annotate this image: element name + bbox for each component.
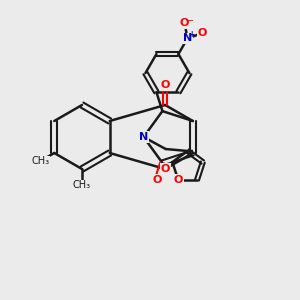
Text: O: O [160,80,170,90]
Text: CH₃: CH₃ [32,156,50,166]
Text: −: − [185,16,194,26]
Text: O: O [173,175,183,185]
Text: O: O [180,18,189,28]
Text: N: N [139,132,148,142]
Text: O: O [198,28,207,38]
Text: O: O [152,175,161,185]
Text: +: + [188,30,194,39]
Text: O: O [160,164,170,174]
Text: CH₃: CH₃ [73,180,91,190]
Text: N: N [183,34,192,44]
